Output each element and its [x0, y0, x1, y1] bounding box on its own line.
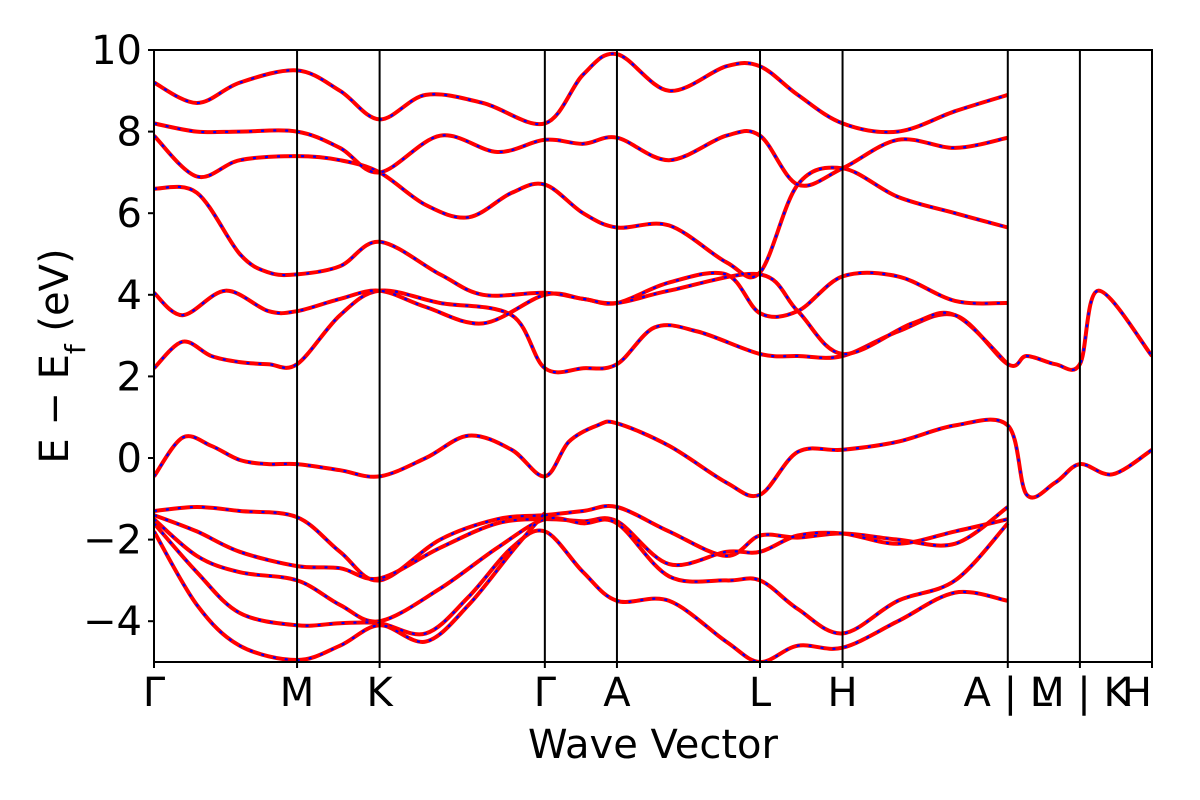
- x-tick-label: Γ: [534, 670, 557, 716]
- band-2-wannier-line: [154, 289, 1152, 374]
- x-tick-label: M | K: [1030, 670, 1131, 716]
- x-tick-label: A | L: [964, 670, 1053, 716]
- x-tick-label: M: [280, 670, 315, 716]
- band-12-dft-line: [154, 511, 547, 662]
- x-tick-label: A: [603, 670, 631, 716]
- x-tick-label: H: [1122, 670, 1152, 716]
- band-10-dft-line: [154, 516, 1010, 636]
- band-1-dft-line: [154, 417, 1152, 500]
- x-tick-label: K: [366, 670, 394, 716]
- band-11-dft-line: [154, 521, 1009, 662]
- y-tick-label: 4: [117, 273, 142, 319]
- y-tick-label: 6: [117, 191, 142, 237]
- plot-frame: [153, 49, 1153, 663]
- y-tick-label: 10: [91, 28, 142, 74]
- band-7-wannier-line: [154, 52, 1009, 134]
- band-lines: [154, 51, 1152, 662]
- y-axis-title-sub: f: [59, 343, 92, 354]
- x-axis-title: Wave Vector: [528, 722, 779, 768]
- y-axis: −4 −2 0 2 4 6 8 10: [83, 28, 154, 645]
- band-1-wannier-line: [154, 418, 1152, 499]
- band-11-wannier-line: [154, 522, 1009, 662]
- y-tick-label: 8: [117, 110, 142, 156]
- y-tick-label: 2: [117, 354, 142, 400]
- y-tick-label: −4: [83, 599, 142, 645]
- y-tick-label: 0: [117, 436, 142, 482]
- y-axis-title-unit: (eV): [32, 248, 78, 344]
- y-axis-title-main: E − E: [32, 354, 78, 464]
- x-tick-label: Γ: [143, 670, 166, 716]
- band-5-dft-line: [154, 134, 1009, 280]
- x-tick-label: H: [828, 670, 858, 716]
- high-symmetry-lines: [296, 50, 1081, 662]
- x-tick-label: L: [749, 670, 772, 716]
- band-7-dft-line: [154, 51, 1009, 135]
- y-axis-title: E − Ef (eV): [32, 248, 92, 463]
- y-tick-label: −2: [83, 518, 142, 564]
